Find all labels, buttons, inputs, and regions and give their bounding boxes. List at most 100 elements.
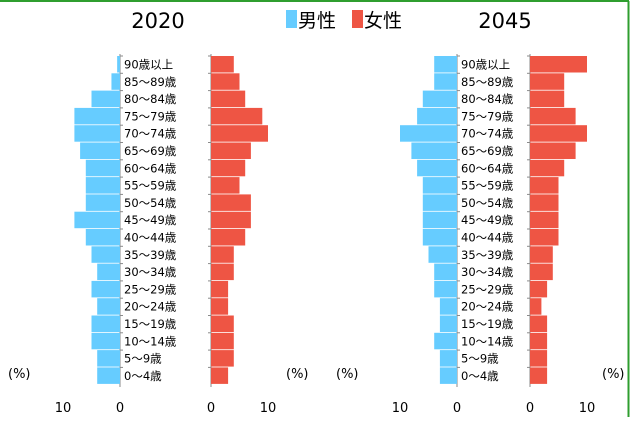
p2-male-bar [428, 246, 457, 263]
p1-age-label: 45～49歳 [124, 213, 177, 227]
p2-age-label: 35～39歳 [461, 248, 514, 262]
legend-female-swatch [352, 10, 363, 28]
p2-age-label: 20～24歳 [461, 300, 514, 314]
p1-female-bar [211, 125, 268, 142]
p2-male-bar [422, 229, 457, 246]
p1-age-label: 50～54歳 [124, 196, 177, 210]
p1-age-label: 25～29歳 [124, 282, 177, 296]
p1-female-bar [211, 211, 251, 229]
p1-male-bar [91, 246, 120, 263]
p2-male-bar [411, 142, 457, 159]
p2-female-tick-label: 0 [526, 401, 534, 416]
p1-male-bar [111, 73, 120, 90]
p2-female-bar [530, 159, 565, 177]
p2-male-bar [439, 367, 457, 384]
p1-male-bar [97, 350, 120, 367]
p1-age-label: 90歳以上 [124, 58, 173, 72]
unit-label-left-1: (%) [8, 367, 31, 382]
p1-male-bar [117, 56, 120, 73]
p2-age-label: 10～14歳 [461, 334, 514, 348]
p2-age-label: 50～54歳 [461, 196, 514, 210]
p1-age-label: 55～59歳 [124, 179, 177, 193]
p1-age-label: 85～89歳 [124, 75, 177, 89]
p2-age-label: 15～19歳 [461, 317, 514, 331]
p1-female-bar [211, 177, 240, 194]
p1-female-bar [211, 56, 234, 73]
p1-female-bar [211, 73, 240, 90]
p2-age-label: 60～64歳 [461, 161, 514, 175]
p1-male-bar [91, 332, 120, 350]
p2-female-bar [530, 194, 559, 211]
p2-male-tick-label: 0 [453, 401, 461, 416]
p2-male-bar [439, 315, 457, 332]
p2-age-label: 45～49歳 [461, 213, 514, 227]
p2-male-bar [439, 350, 457, 367]
p1-female-tick-label: 0 [207, 401, 215, 416]
p1-male-bar [91, 90, 120, 108]
p1-male-bar [85, 159, 120, 177]
p2-female-bar [530, 263, 553, 281]
p1-male-bar [74, 107, 120, 125]
p1-male-tick-label: 0 [116, 401, 124, 416]
p2-age-label: 80～84歳 [461, 92, 514, 106]
p2-male-bar [417, 107, 457, 125]
p1-female-bar [211, 194, 251, 211]
p1-female-bar [211, 350, 234, 367]
p1-age-label: 0～4歳 [124, 369, 162, 383]
legend: 男性 女性 [286, 10, 402, 32]
p2-age-label: 55～59歳 [461, 179, 514, 193]
p1-female-bar [211, 263, 234, 281]
p2-age-label: 75～79歳 [461, 109, 514, 123]
p1-male-bar [91, 280, 120, 298]
p2-male-bar [434, 332, 457, 350]
title-2045: 2045 [478, 9, 531, 33]
p2-age-label: 5～9歳 [461, 352, 499, 366]
p1-age-label: 60～64歳 [124, 161, 177, 175]
unit-label-right-2: (%) [602, 367, 625, 382]
p2-female-tick-label: 10 [579, 401, 596, 416]
p2-female-bar [530, 315, 548, 332]
p2-female-bar [530, 90, 565, 108]
p1-male-bar [97, 298, 120, 315]
p1-female-bar [211, 142, 251, 159]
p1-female-bar [211, 298, 229, 315]
p2-female-bar [530, 125, 587, 142]
unit-label-left-2: (%) [336, 367, 359, 382]
p2-female-bar [530, 280, 548, 298]
p2-age-label: 40～44歳 [461, 231, 514, 245]
p1-age-label: 40～44歳 [124, 231, 177, 245]
p1-male-tick-label: 10 [55, 401, 72, 416]
p1-male-bar [97, 367, 120, 384]
p1-male-bar [80, 142, 120, 159]
p2-female-bar [530, 73, 565, 90]
p1-age-label: 75～79歳 [124, 109, 177, 123]
p1-female-bar [211, 315, 234, 332]
p1-age-label: 5～9歳 [124, 352, 162, 366]
p1-male-bar [97, 263, 120, 281]
p1-age-label: 10～14歳 [124, 334, 177, 348]
p2-female-bar [530, 107, 576, 125]
p2-female-bar [530, 229, 559, 246]
p1-male-bar [74, 211, 120, 229]
p1-female-bar [211, 280, 229, 298]
p1-male-bar [85, 229, 120, 246]
p2-male-tick-label: 10 [392, 401, 409, 416]
p2-male-bar [422, 194, 457, 211]
p2-age-label: 0～4歳 [461, 369, 499, 383]
p2-female-bar [530, 211, 559, 229]
p1-female-bar [211, 107, 263, 125]
p2-male-bar [434, 73, 457, 90]
legend-female-label: 女性 [364, 10, 402, 32]
p2-age-label: 30～34歳 [461, 265, 514, 279]
p2-age-label: 90歳以上 [461, 58, 510, 72]
p1-male-bar [91, 315, 120, 332]
p2-male-bar [422, 90, 457, 108]
legend-male-swatch [286, 10, 297, 28]
p1-age-label: 35～39歳 [124, 248, 177, 262]
p2-age-label: 65～69歳 [461, 144, 514, 158]
p1-age-label: 20～24歳 [124, 300, 177, 314]
p1-age-label: 70～74歳 [124, 127, 177, 141]
p1-female-bar [211, 159, 246, 177]
